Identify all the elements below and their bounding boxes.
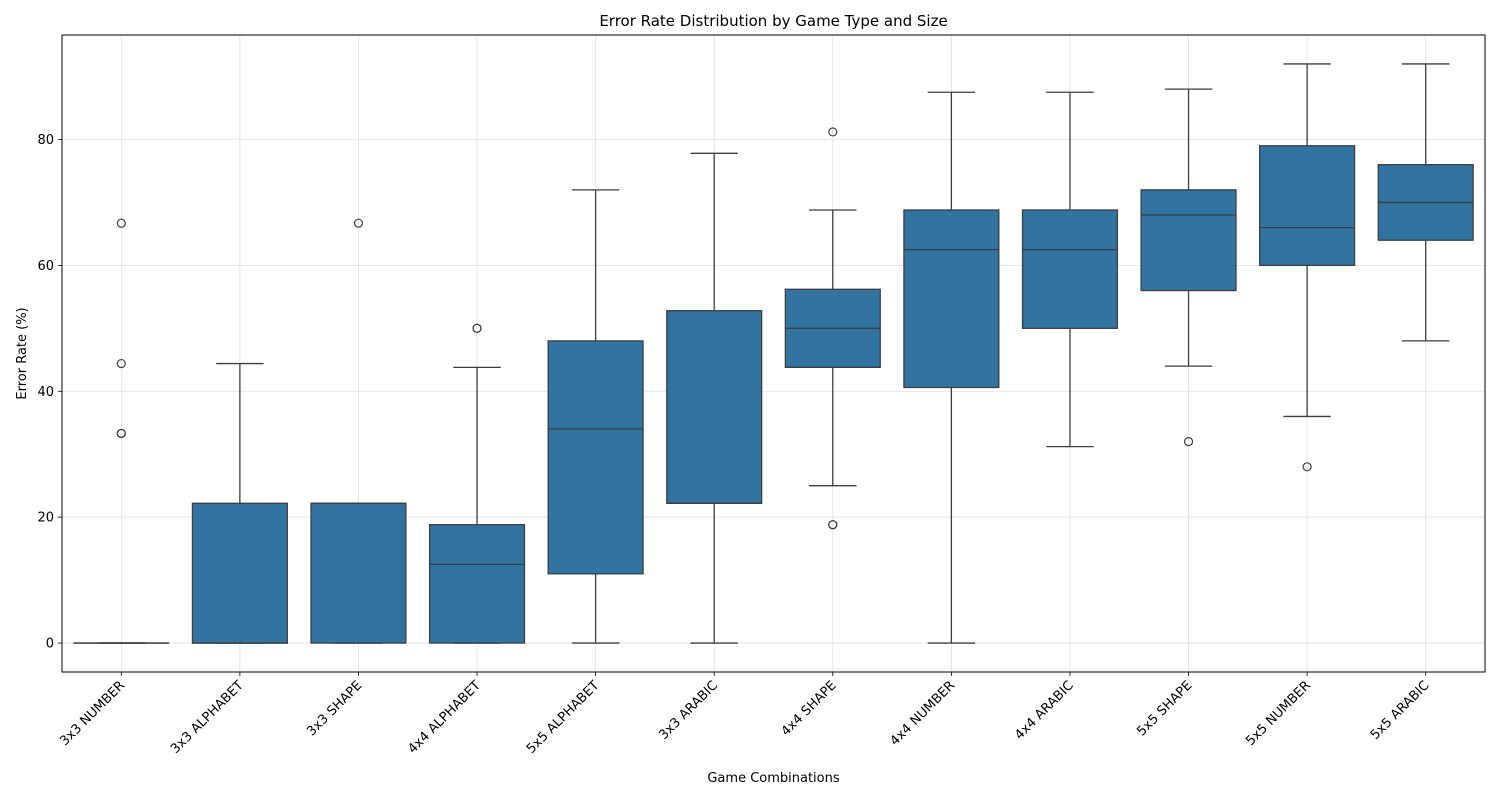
x-tick-label: 4x4 ALPHABET bbox=[405, 678, 484, 757]
x-tick-label: 5x5 ARABIC bbox=[1368, 678, 1433, 743]
y-tick-label: 40 bbox=[37, 385, 54, 400]
x-tick-label: 3x3 SHAPE bbox=[304, 678, 365, 739]
x-axis-label: Game Combinations bbox=[707, 771, 839, 786]
box bbox=[547, 340, 644, 575]
box-group-1 bbox=[191, 362, 288, 644]
x-tick-label: 5x5 NUMBER bbox=[1243, 678, 1314, 749]
box bbox=[1021, 209, 1119, 329]
outlier-point bbox=[1302, 462, 1312, 472]
box bbox=[666, 310, 763, 504]
box-group-0 bbox=[73, 218, 170, 644]
y-axis-label: Error Rate (%) bbox=[15, 307, 30, 399]
outlier-point bbox=[353, 218, 364, 228]
x-tick-label: 3x3 ALPHABET bbox=[168, 678, 247, 757]
box-group-6 bbox=[784, 127, 881, 530]
y-axis: 0 20 40 60 80 bbox=[37, 133, 62, 652]
box-group-10 bbox=[1259, 63, 1356, 472]
box-group-9 bbox=[1140, 88, 1237, 447]
x-axis: 3x3 NUMBER 3x3 ALPHABET 3x3 SHAPE 4x4 ALPHA… bbox=[57, 672, 1433, 757]
y-tick-label: 0 bbox=[46, 637, 54, 652]
chart-title: Error Rate Distribution by Game Type and… bbox=[599, 12, 947, 30]
outlier-point bbox=[116, 358, 126, 369]
x-tick-label: 5x5 SHAPE bbox=[1134, 678, 1195, 739]
outlier-point bbox=[116, 218, 126, 228]
box bbox=[310, 502, 407, 644]
box bbox=[1259, 145, 1356, 267]
box-group-7 bbox=[903, 91, 1000, 644]
x-tick-label: 3x3 ARABIC bbox=[656, 678, 721, 743]
box-group-11 bbox=[1377, 63, 1474, 342]
x-tick-label: 5x5 ALPHABET bbox=[524, 678, 603, 757]
x-tick-label: 4x4 ARABIC bbox=[1012, 678, 1077, 743]
box bbox=[428, 524, 526, 644]
outlier-point bbox=[472, 323, 482, 333]
box-group-3 bbox=[428, 323, 526, 644]
box-group-5 bbox=[666, 152, 763, 644]
box-group-2 bbox=[310, 218, 407, 644]
box bbox=[1140, 189, 1237, 292]
plot-area bbox=[73, 63, 1474, 644]
x-tick-label: 3x3 NUMBER bbox=[57, 678, 128, 749]
x-tick-label: 4x4 NUMBER bbox=[887, 678, 958, 749]
box bbox=[191, 502, 288, 644]
plot-frame bbox=[61, 34, 1486, 673]
outlier-point bbox=[1183, 437, 1194, 447]
y-tick-label: 80 bbox=[37, 133, 54, 148]
outlier-point bbox=[828, 520, 838, 530]
box-group-8 bbox=[1021, 91, 1119, 448]
x-tick-label: 4x4 SHAPE bbox=[779, 678, 840, 739]
box-group-4 bbox=[547, 189, 644, 644]
outlier-point bbox=[828, 127, 838, 137]
box bbox=[903, 209, 1000, 389]
y-tick-label: 60 bbox=[37, 259, 54, 274]
y-tick-label: 20 bbox=[37, 511, 54, 526]
outlier-point bbox=[116, 428, 126, 439]
